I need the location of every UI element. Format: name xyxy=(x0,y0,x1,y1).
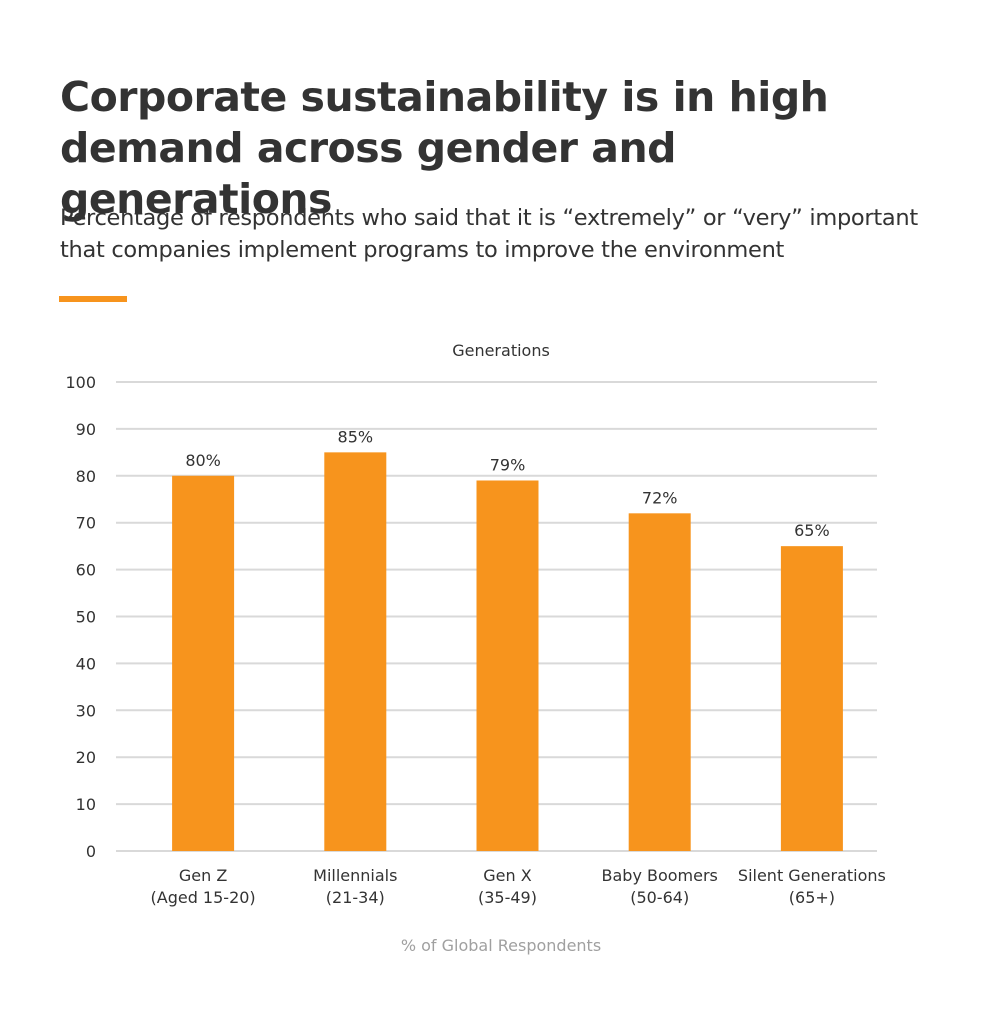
category-sublabel: (Aged 15-20) xyxy=(151,888,256,907)
bar xyxy=(324,452,387,851)
x-axis-categories: Gen Z (Aged 15-20) Millennials (21-34) Gen X… xyxy=(151,866,886,907)
category-sublabel: (65+) xyxy=(789,888,835,907)
y-axis-ticks: 0 10 20 30 40 50 60 70 80 90 100 xyxy=(65,373,96,861)
bar xyxy=(780,546,843,851)
y-tick-label: 40 xyxy=(76,654,96,673)
y-tick-label: 30 xyxy=(76,701,96,720)
x-axis-label: % of Global Respondents xyxy=(401,936,601,955)
category-label: Millennials xyxy=(313,866,397,885)
category-sublabel: (50-64) xyxy=(630,888,689,907)
data-label: 80% xyxy=(185,451,221,470)
category-sublabel: (35-49) xyxy=(478,888,537,907)
bar xyxy=(172,475,235,851)
category-sublabel: (21-34) xyxy=(326,888,385,907)
y-tick-label: 10 xyxy=(76,795,96,814)
y-tick-label: 100 xyxy=(65,373,96,392)
category-label: Gen X xyxy=(483,866,531,885)
y-tick-label: 80 xyxy=(76,467,96,486)
bars xyxy=(172,452,843,851)
accent-divider xyxy=(59,296,127,302)
bar xyxy=(628,513,691,851)
y-tick-label: 20 xyxy=(76,748,96,767)
data-label: 79% xyxy=(490,455,526,474)
bar xyxy=(476,480,539,851)
y-tick-label: 70 xyxy=(76,514,96,533)
y-tick-label: 0 xyxy=(86,842,96,861)
data-label: 65% xyxy=(794,521,830,540)
y-tick-label: 50 xyxy=(76,608,96,627)
category-label: Silent Generations xyxy=(738,866,886,885)
y-tick-label: 60 xyxy=(76,561,96,580)
chart-series-title: Generations xyxy=(452,341,550,360)
category-label: Baby Boomers xyxy=(602,866,718,885)
chart-title: Corporate sustainability is in high dema… xyxy=(60,73,829,223)
data-label: 85% xyxy=(338,427,374,446)
chart-subtitle: Percentage of respondents who said that … xyxy=(60,205,918,263)
y-tick-label: 90 xyxy=(76,420,96,439)
data-labels: 80% 85% 79% 72% 65% xyxy=(185,427,829,540)
category-label: Gen Z xyxy=(179,866,227,885)
data-label: 72% xyxy=(642,488,678,507)
